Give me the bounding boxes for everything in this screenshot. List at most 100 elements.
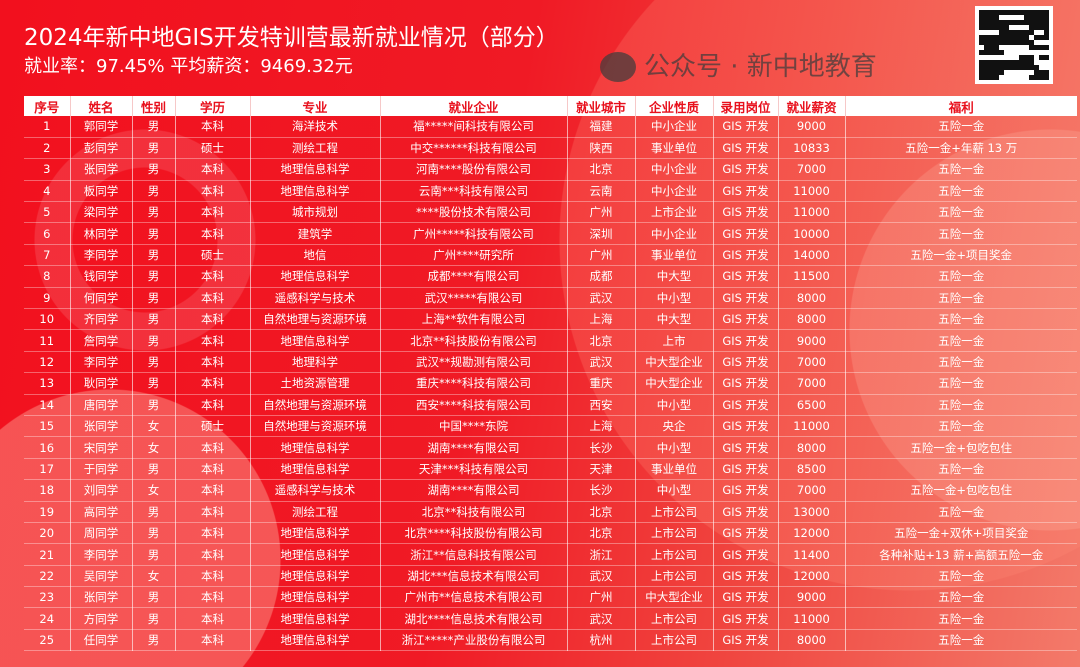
qr-module [994, 75, 999, 80]
qr-module [1019, 70, 1024, 75]
qr-module [979, 65, 984, 70]
qr-module [1019, 30, 1024, 35]
qr-module [1039, 60, 1044, 65]
table-cell: 中大型企业 [635, 586, 714, 609]
table-cell: 7000 [778, 158, 846, 181]
table-cell: 重庆 [567, 372, 636, 395]
table-cell: 男 [132, 394, 176, 416]
qr-module [999, 15, 1004, 20]
table-cell: 五险一金 [845, 265, 1077, 288]
table-cell: 22 [24, 565, 71, 588]
qr-code[interactable] [975, 6, 1053, 84]
table-cell: 海洋技术 [250, 116, 381, 138]
page-title: 2024年新中地GIS开发特训营最新就业情况（部分） [24, 25, 559, 51]
table-cell: 本科 [175, 436, 251, 459]
table-cell: 7000 [778, 351, 846, 374]
qr-module [984, 55, 989, 60]
qr-module [999, 60, 1004, 65]
qr-module [1014, 50, 1019, 55]
table-cell: 中小型 [635, 394, 714, 416]
qr-module [989, 40, 994, 45]
qr-module [979, 30, 984, 35]
table-cell: 齐同学 [70, 308, 133, 331]
table-cell: 五险一金 [845, 607, 1077, 630]
table-cell: 中大型企业 [635, 372, 714, 395]
qr-module [999, 45, 1004, 50]
table-cell: 上市公司 [635, 629, 714, 652]
qr-module [984, 20, 989, 25]
qr-module [984, 45, 989, 50]
table-cell: 本科 [175, 394, 251, 416]
table-cell: 地理信息科学 [250, 565, 381, 588]
qr-module [1034, 35, 1039, 40]
table-cell: 自然地理与资源环境 [250, 394, 381, 416]
qr-module [1004, 30, 1009, 35]
table-cell: 男 [132, 137, 176, 160]
qr-module [1024, 40, 1029, 45]
table-cell: 上市公司 [635, 565, 714, 588]
table-cell: 男 [132, 222, 176, 245]
table-cell: 本科 [175, 543, 251, 566]
table-cell: 9000 [778, 116, 846, 138]
table-cell: 福建 [567, 116, 636, 138]
qr-module [999, 70, 1004, 75]
qr-module [1044, 40, 1049, 45]
table-cell: 中大型企业 [635, 351, 714, 374]
table-cell: 男 [132, 543, 176, 566]
table-cell: 男 [132, 372, 176, 395]
table-cell: 8 [24, 265, 71, 288]
table-cell: GIS 开发 [713, 458, 779, 481]
qr-module [1009, 50, 1014, 55]
table-cell: 上市企业 [635, 201, 714, 224]
qr-module [1034, 45, 1039, 50]
table-cell: 5 [24, 201, 71, 224]
qr-module [994, 20, 999, 25]
qr-module [1009, 75, 1014, 80]
table-cell: 吴同学 [70, 565, 133, 588]
table-cell: 18 [24, 479, 71, 502]
table-cell: 张同学 [70, 158, 133, 181]
qr-module [979, 40, 984, 45]
table-cell: 北京 [567, 329, 636, 352]
table-cell: 北京 [567, 501, 636, 523]
qr-module [1039, 35, 1044, 40]
table-cell: 西安 [567, 394, 636, 416]
qr-module [984, 60, 989, 65]
qr-module [1009, 70, 1014, 75]
table-cell: 武汉 [567, 607, 636, 630]
qr-module [999, 65, 1004, 70]
qr-module [989, 60, 994, 65]
table-cell: 北京****科技股份有限公司 [380, 522, 568, 545]
table-cell: 中小型 [635, 287, 714, 310]
table-row: 5 梁同学男本科 城市规划 ****股份技术有限公司 广州 上市企业 GIS 开发 11000… [24, 201, 1077, 224]
qr-module [1014, 60, 1019, 65]
table-row: 22 吴同学女本科 地理信息科学 湖北***信息技术有限公司 武汉 上市公司 GIS 开发 1… [24, 565, 1077, 588]
table-cell: 宋同学 [70, 436, 133, 459]
table-cell: 7 [24, 244, 71, 267]
qr-module [989, 75, 994, 80]
table-cell: 本科 [175, 287, 251, 310]
table-cell: 湖北****信息技术有限公司 [380, 607, 568, 630]
table-row: 2 彭同学男硕士 测绘工程 中交******科技有限公司 陕西 事业单位 GIS 开发 108… [24, 137, 1077, 160]
table-cell: 本科 [175, 351, 251, 374]
qr-module [979, 75, 984, 80]
qr-module [1014, 65, 1019, 70]
column-header: 专业 [250, 96, 381, 116]
table-cell: 李同学 [70, 244, 133, 267]
qr-module [994, 15, 999, 20]
qr-module [1019, 45, 1024, 50]
table-row: 19 高同学男本科 测绘工程 北京**科技有限公司 北京 上市公司 GIS 开发 13000 五… [24, 501, 1077, 523]
table-cell: 地理信息科学 [250, 607, 381, 630]
table-cell: 张同学 [70, 415, 133, 438]
table-cell: 周同学 [70, 522, 133, 545]
table-cell: 五险一金 [845, 308, 1077, 331]
table-cell: GIS 开发 [713, 565, 779, 588]
summary-stats: 就业率：97.45% 平均薪资：9469.32元 [24, 56, 353, 77]
table-cell: GIS 开发 [713, 543, 779, 566]
qr-module [1029, 30, 1034, 35]
table-cell: 耿同学 [70, 372, 133, 395]
table-cell: 8500 [778, 458, 846, 481]
qr-module [1019, 75, 1024, 80]
qr-module [984, 35, 989, 40]
table-cell: 河南****股份有限公司 [380, 158, 568, 181]
